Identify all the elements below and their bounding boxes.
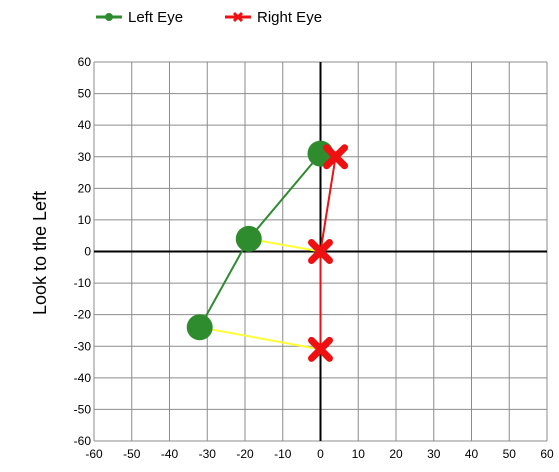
y-tick-label: 30 — [78, 150, 92, 164]
right-eye-point-stroke — [308, 239, 333, 264]
x-tick-label: 50 — [503, 447, 517, 461]
y-tick-label: -20 — [74, 308, 92, 322]
x-tick-label: 0 — [317, 447, 324, 461]
y-tick-label: 40 — [78, 118, 92, 132]
legend-label-left-eye: Left Eye — [128, 9, 183, 26]
y-tick-label: 20 — [78, 181, 92, 195]
y-tick-label: -30 — [74, 339, 92, 353]
legend-marker-right-eye — [232, 11, 244, 23]
y-tick-label: -50 — [74, 402, 92, 416]
x-tick-labels: -60 -50 -40 -30 -20 -10 0 10 20 30 40 50 60 — [85, 447, 554, 461]
connector-line — [199, 326, 321, 351]
y-tick-label: 10 — [78, 213, 92, 227]
y-tick-label: -60 — [74, 434, 92, 448]
legend-item-right-eye: Right Eye — [225, 9, 322, 26]
right-eye-point — [308, 336, 333, 362]
y-tick-label: -40 — [74, 371, 92, 385]
x-tick-label: 20 — [389, 447, 403, 461]
x-tick-label: 30 — [427, 447, 441, 461]
left-eye-point — [186, 314, 213, 341]
x-tick-label: -40 — [161, 447, 179, 461]
right-eye-point — [323, 144, 349, 170]
x-tick-label: 10 — [352, 447, 366, 461]
right-eye-point — [308, 239, 333, 264]
x-tick-label: 40 — [465, 447, 479, 461]
x-tick-label: -20 — [236, 447, 254, 461]
right-eye-point-stroke — [308, 336, 333, 362]
legend: Left Eye Right Eye — [96, 9, 322, 26]
legend-x-stroke — [232, 11, 244, 23]
y-tick-label: 60 — [78, 55, 92, 69]
y-tick-label: 0 — [84, 245, 91, 259]
y-tick-label: 50 — [78, 87, 92, 101]
x-tick-label: -50 — [123, 447, 141, 461]
x-tick-label: -30 — [199, 447, 217, 461]
left-eye-point — [235, 225, 262, 252]
legend-item-left-eye: Left Eye — [96, 9, 183, 26]
x-tick-label: -10 — [274, 447, 292, 461]
x-tick-label: -60 — [85, 447, 103, 461]
x-tick-label: 60 — [540, 447, 554, 461]
y-axis-label: Look to the Left — [30, 191, 50, 315]
series-markers — [186, 140, 349, 362]
y-tick-labels: 60 50 40 30 20 10 0 -10 -20 -30 -40 -50 -60 — [74, 55, 92, 448]
y-tick-label: -10 — [74, 276, 92, 290]
legend-label-right-eye: Right Eye — [257, 9, 322, 26]
legend-marker-left-eye — [105, 13, 113, 21]
right-eye-point-stroke — [323, 144, 349, 170]
